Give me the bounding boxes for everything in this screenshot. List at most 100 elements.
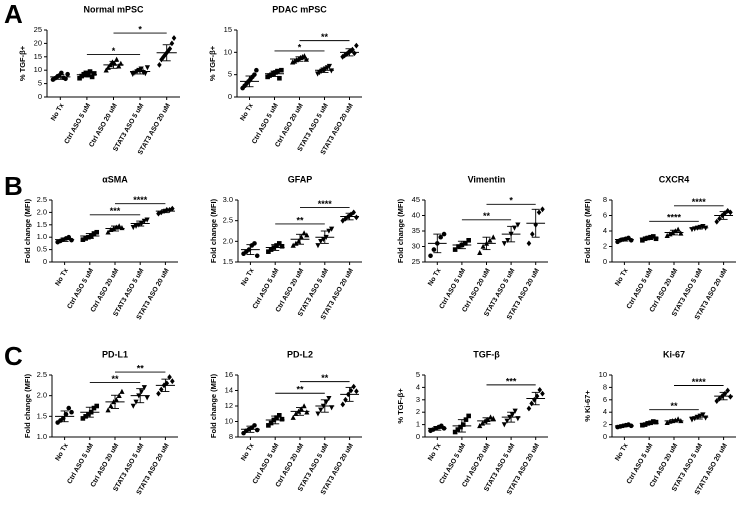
y-tick-label: 1.5: [223, 257, 233, 266]
data-point: [268, 247, 274, 252]
data-point: [714, 218, 720, 225]
y-tick-label: 1.0: [37, 432, 47, 441]
data-point: [133, 223, 139, 229]
data-point: [648, 234, 653, 240]
y-tick-label: 40: [412, 210, 420, 219]
data-point: [144, 217, 150, 223]
data-point: [487, 237, 493, 243]
y-tick-label: 35: [412, 226, 420, 235]
y-tick-label: 10: [34, 65, 42, 74]
x-tick-label: No Tx: [239, 102, 255, 122]
y-tick-label: 2.0: [223, 236, 233, 245]
data-point: [650, 419, 656, 424]
data-point: [276, 413, 282, 418]
data-point: [326, 63, 333, 69]
significance-label: **: [483, 211, 491, 221]
data-point: [164, 380, 170, 387]
data-point: [664, 232, 670, 238]
significance-label: **: [296, 215, 304, 225]
data-point: [91, 405, 97, 411]
data-point: [351, 383, 356, 390]
data-point: [354, 214, 359, 221]
data-point: [274, 243, 279, 248]
data-point: [343, 215, 348, 222]
y-tick-label: 8: [603, 195, 607, 204]
data-point: [158, 386, 164, 393]
data-point: [452, 429, 458, 435]
significance-label: *: [298, 42, 302, 52]
x-tick-label: No Tx: [427, 442, 443, 462]
y-axis-label: % Ki-67+: [583, 390, 592, 422]
significance-label: *: [509, 196, 513, 206]
chart-title: PD-L2: [287, 349, 313, 359]
y-tick-label: 25: [34, 25, 42, 34]
data-point: [86, 411, 91, 417]
data-point: [69, 409, 74, 415]
data-point: [80, 237, 86, 242]
data-point: [170, 378, 175, 385]
data-point: [116, 223, 122, 229]
data-point: [678, 230, 684, 236]
data-point: [456, 244, 461, 249]
y-axis-label: Fold change (MFI): [23, 373, 32, 438]
data-point: [648, 420, 653, 426]
y-tick-label: 10: [225, 416, 233, 425]
y-tick-label: 16: [225, 370, 233, 379]
y-tick-label: 0: [43, 257, 47, 266]
data-point: [463, 417, 469, 422]
y-tick-label: 4: [603, 226, 607, 235]
data-point: [130, 403, 136, 409]
y-tick-label: 2.0: [37, 391, 47, 400]
data-point: [167, 207, 172, 213]
data-point: [144, 395, 150, 401]
data-point: [266, 423, 271, 428]
chart-title: Ki-67: [663, 349, 685, 359]
data-point: [169, 40, 175, 47]
panel-label: A: [4, 0, 23, 29]
data-point: [438, 234, 443, 240]
data-point: [642, 422, 648, 427]
data-point: [254, 253, 260, 259]
significance-label: **: [296, 385, 304, 395]
data-point: [352, 50, 357, 57]
data-point: [274, 415, 279, 420]
data-point: [722, 210, 728, 217]
data-point: [460, 422, 466, 427]
chart-title: PD-L1: [102, 349, 128, 359]
y-tick-label: 8: [229, 432, 233, 441]
data-point: [167, 374, 172, 380]
data-point: [80, 416, 86, 421]
data-point: [89, 74, 95, 80]
y-tick-label: 4: [416, 382, 420, 391]
data-point: [689, 417, 695, 423]
data-point: [326, 395, 332, 402]
y-tick-label: 2: [416, 407, 420, 416]
x-tick-label: Ctrl ASO 5 uM: [66, 267, 95, 310]
chart-title: Normal mPSC: [83, 4, 144, 14]
data-point: [428, 253, 433, 259]
data-point: [728, 393, 733, 400]
data-point: [526, 405, 532, 412]
data-point: [526, 240, 532, 247]
data-point: [65, 71, 70, 77]
data-point: [315, 243, 321, 249]
x-tick-label: No Tx: [427, 267, 443, 287]
y-tick-label: 2.5: [37, 195, 47, 204]
data-point: [277, 75, 282, 81]
y-tick-label: 45: [412, 195, 420, 204]
data-point: [466, 238, 471, 243]
x-tick-label: No Tx: [614, 267, 630, 287]
x-tick-label: No Tx: [240, 267, 256, 287]
data-point: [512, 408, 518, 414]
x-tick-label: Ctrl ASO 5 uM: [66, 442, 95, 485]
data-point: [304, 232, 310, 238]
data-point: [350, 46, 355, 53]
significance-label: **: [321, 32, 329, 42]
y-tick-label: 0: [416, 432, 420, 441]
data-point: [441, 231, 447, 237]
data-point: [290, 414, 296, 420]
y-tick-label: 0: [603, 432, 607, 441]
significance-label: **: [137, 363, 145, 373]
data-point: [108, 403, 114, 409]
